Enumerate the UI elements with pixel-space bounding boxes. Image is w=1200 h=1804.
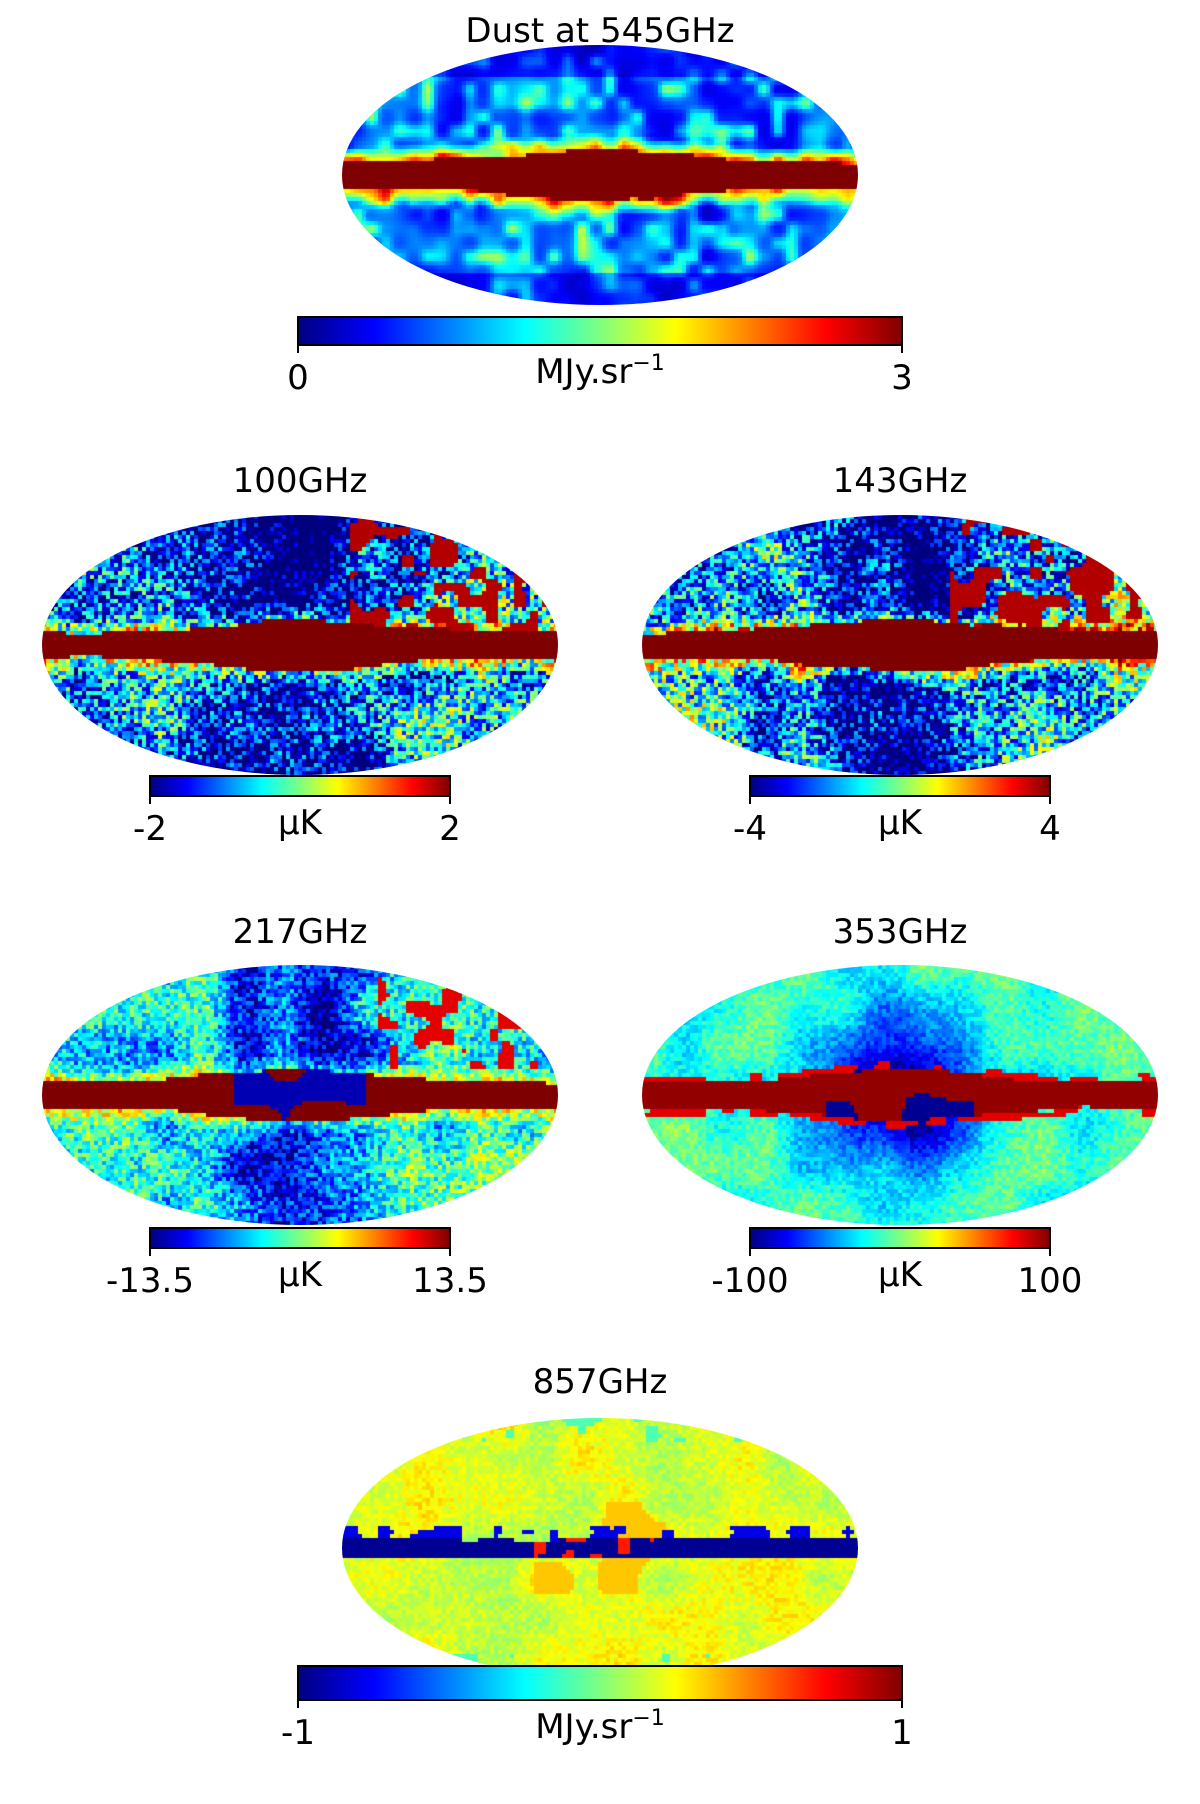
map-title: 353GHz xyxy=(833,912,968,952)
colorbar xyxy=(749,1227,1051,1249)
map-title: 217GHz xyxy=(233,912,368,952)
mollweide-sky-map xyxy=(642,965,1158,1225)
colorbar-max-label: 3 xyxy=(891,358,913,398)
colorbar-min-label: -13.5 xyxy=(106,1261,194,1301)
colorbar xyxy=(297,1665,903,1701)
colorbar-max-label: 4 xyxy=(1039,809,1061,849)
colorbar-unit-label: μK xyxy=(278,1255,324,1295)
map-panel-6: 857GHz -1 1 MJy.sr−1 xyxy=(281,1362,913,1753)
colorbar-max-label: 1 xyxy=(891,1713,913,1753)
colorbar-min-label: -1 xyxy=(281,1713,315,1753)
map-title: 857GHz xyxy=(533,1362,668,1402)
colorbar-unit-label: MJy.sr−1 xyxy=(535,1706,665,1747)
colorbar-max-label: 100 xyxy=(1018,1261,1083,1301)
map-title: 143GHz xyxy=(833,461,968,501)
colorbar-min-label: 0 xyxy=(287,358,309,398)
map-panel-4: 217GHz -13.5 13.5 μK xyxy=(42,912,558,1301)
colorbar-max-label: 13.5 xyxy=(412,1261,488,1301)
colorbar-max-label: 2 xyxy=(439,809,461,849)
mollweide-sky-map xyxy=(642,515,1158,775)
map-panel-5: 353GHz -100 100 μK xyxy=(642,912,1158,1301)
mollweide-sky-map xyxy=(42,515,558,775)
colorbar-unit-label: μK xyxy=(278,803,324,843)
colorbar xyxy=(297,316,903,346)
colorbar-unit-label: MJy.sr−1 xyxy=(535,351,665,392)
map-title: Dust at 545GHz xyxy=(465,11,734,51)
mollweide-sky-map xyxy=(342,45,858,305)
colorbar-min-label: -2 xyxy=(133,809,167,849)
map-panel-1: Dust at 545GHz 0 3 MJy.sr−1 xyxy=(287,11,913,398)
colorbar xyxy=(149,1227,451,1249)
colorbar-min-label: -4 xyxy=(733,809,767,849)
map-panel-2: 100GHz -2 2 μK xyxy=(42,461,558,849)
colorbar-unit-label: μK xyxy=(878,803,924,843)
colorbar-min-label: -100 xyxy=(711,1261,788,1301)
colorbar xyxy=(749,775,1051,797)
mollweide-sky-map xyxy=(342,1418,858,1678)
colorbar xyxy=(149,775,451,797)
colorbar-unit-label: μK xyxy=(878,1255,924,1295)
mollweide-sky-map xyxy=(42,965,558,1225)
map-panel-3: 143GHz -4 4 μK xyxy=(642,461,1158,849)
map-title: 100GHz xyxy=(233,461,368,501)
